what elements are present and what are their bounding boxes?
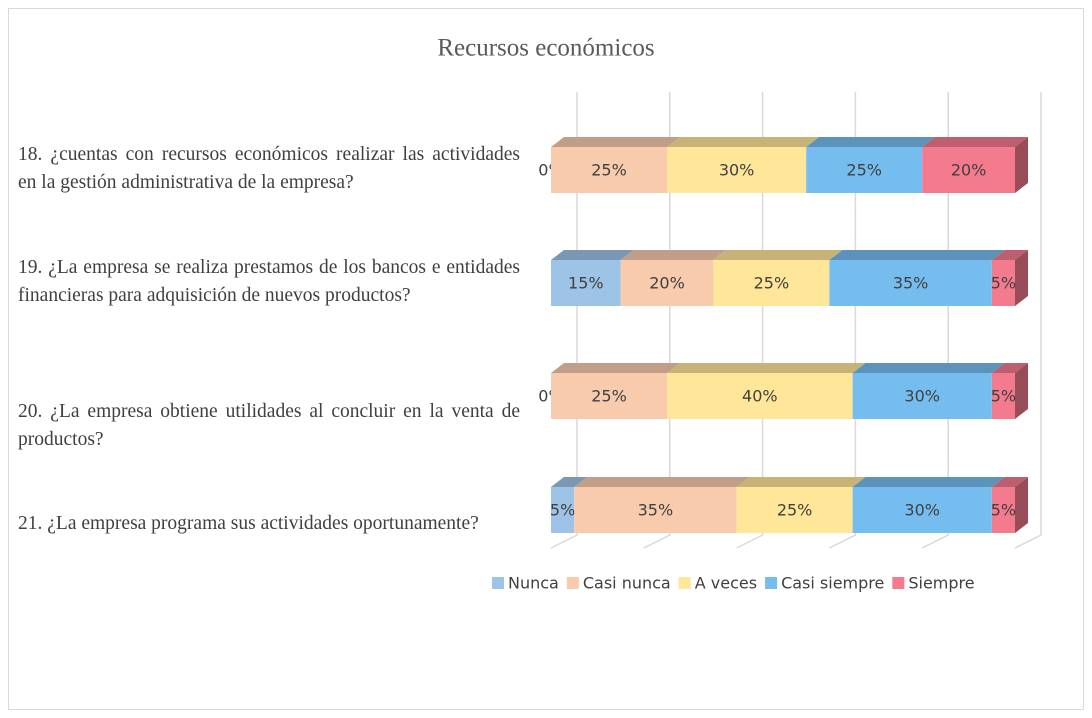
bar-top [991,363,1028,373]
bar-top [551,363,680,373]
data-label: 30% [904,387,940,406]
bar-top [852,477,1005,487]
bar [551,487,575,533]
bar-top [620,250,727,260]
legend-label: Casi siempre [781,574,884,593]
bar-side [1015,250,1028,306]
bar [991,373,1015,419]
data-label: 40% [742,387,778,406]
data-label: 20% [649,274,685,293]
data-label: 25% [591,161,627,180]
bar-top [991,250,1028,260]
bar-top [667,363,866,373]
bar-top [551,250,634,260]
bar [852,373,992,419]
bar-top [829,250,1005,260]
category-label: 18. ¿cuentas con recursos económicos rea… [18,144,520,193]
legend-swatch [892,577,905,589]
bar [991,260,1015,306]
bar-top [852,363,1005,373]
legend-swatch [566,577,579,589]
data-label: 5% [991,274,1016,293]
chart-title: Recursos económicos [437,35,654,62]
legend-swatch [678,577,691,589]
bar-top [922,137,1028,147]
bar [806,147,923,193]
data-label: 25% [777,501,813,520]
legend-label: Casi nunca [583,574,671,593]
chart-border [8,8,1084,710]
data-label: 30% [904,501,940,520]
category-label: 20. ¿La empresa obtiene utilidades al co… [18,401,520,450]
grid-line [643,92,671,549]
bar [667,147,807,193]
bar-top [806,137,936,147]
legend-label: Nunca [508,574,559,593]
category-label: 19. ¿La empresa se realiza prestamos de … [18,257,520,306]
legend-label: A veces [695,574,757,593]
bar [736,487,853,533]
data-label: 5% [991,387,1016,406]
bar [991,487,1015,533]
bar-top [991,477,1028,487]
data-label: 25% [591,387,627,406]
bar [829,260,992,306]
data-label: 5% [991,501,1016,520]
legend-swatch [492,577,504,589]
bar [551,147,667,193]
category-label: 21. ¿La empresa programa sus actividades… [18,513,479,534]
bar [852,487,992,533]
bar [620,260,714,306]
data-label: 35% [893,274,929,293]
data-label: 30% [719,161,755,180]
grid-line [829,92,857,549]
bar [551,373,667,419]
bar [922,147,1015,193]
legend-label: Siempre [908,574,974,593]
bar-side [1015,363,1028,419]
bar-side [1015,477,1028,533]
bar [574,487,737,533]
grid-line [1014,92,1042,549]
grid-line [736,92,764,549]
bar [713,260,830,306]
bar [667,373,853,419]
legend-swatch [765,577,778,589]
grid-line [550,92,578,549]
data-label: 5% [550,501,575,520]
bar [551,260,621,306]
bar-top [574,477,750,487]
data-label: 25% [846,161,882,180]
grid-line [921,92,949,549]
data-label: 15% [568,274,604,293]
bar-side [1015,137,1028,193]
data-label: 20% [951,161,987,180]
bar-top [713,250,843,260]
bar-top [667,137,820,147]
data-label: 35% [638,501,674,520]
bar-top [551,477,588,487]
data-label: 25% [754,274,790,293]
bar-top [551,137,680,147]
bar-top [736,477,866,487]
